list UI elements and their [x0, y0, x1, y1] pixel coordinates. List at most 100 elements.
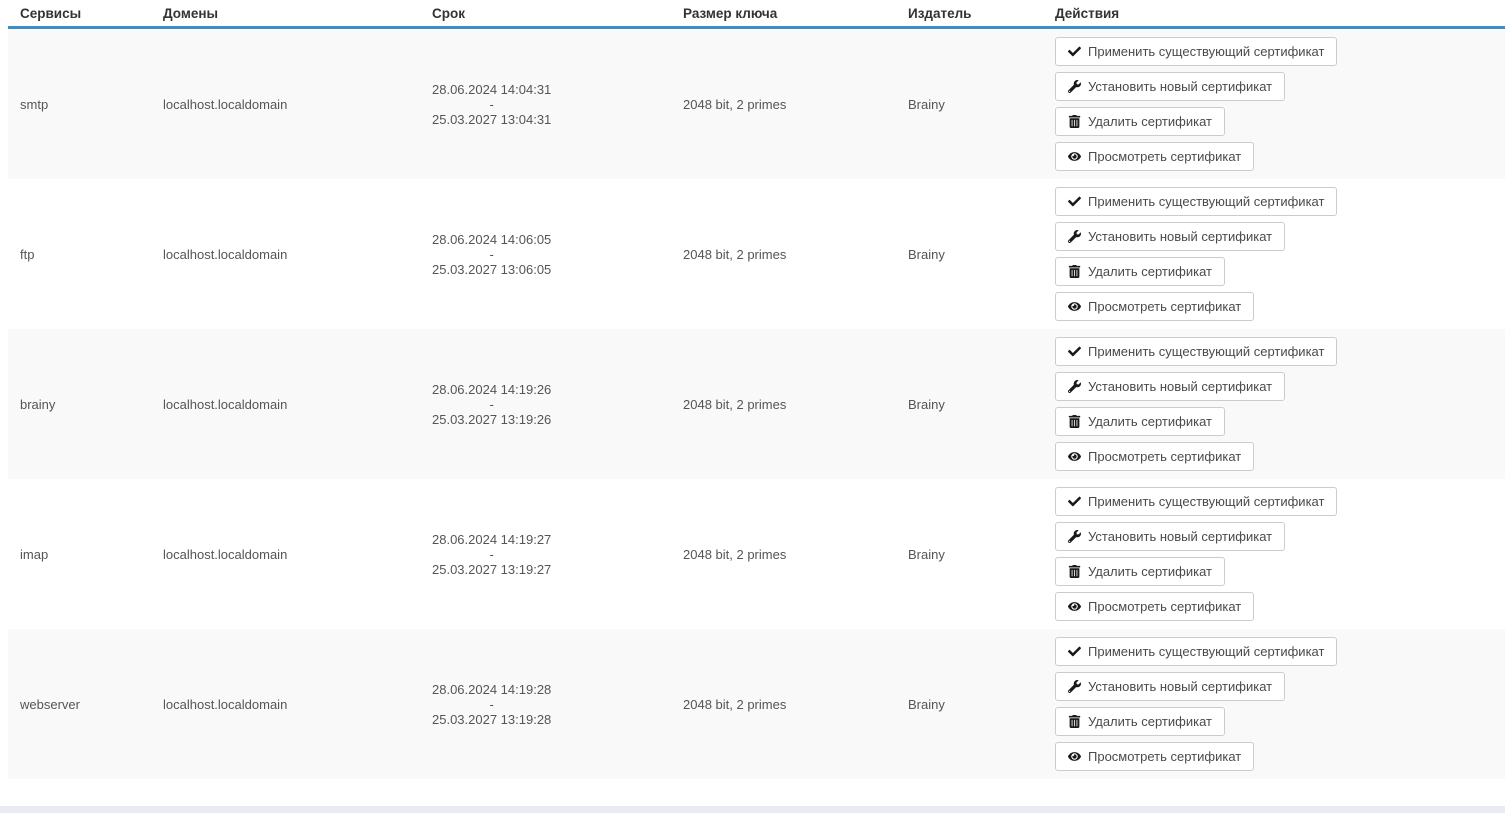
delete-cert-button[interactable]: Удалить сертификат	[1055, 107, 1225, 136]
wrench-icon	[1068, 80, 1081, 93]
trash-icon	[1068, 265, 1081, 278]
apply-existing-cert-button[interactable]: Применить существующий сертификат	[1055, 637, 1338, 666]
term-separator: -	[489, 96, 494, 112]
column-header-key-size: Размер ключа	[683, 5, 778, 21]
eye-icon	[1068, 300, 1081, 313]
trash-icon	[1068, 565, 1081, 578]
cell-key-size: 2048 bit, 2 primes	[683, 696, 787, 712]
column-header-issuer: Издатель	[908, 5, 972, 21]
install-new-cert-button[interactable]: Установить новый сертификат	[1055, 72, 1286, 101]
delete-cert-button[interactable]: Удалить сертификат	[1055, 557, 1225, 586]
valid-from-date: 28.06.2024 14:04:31	[432, 81, 552, 97]
trash-icon	[1068, 415, 1081, 428]
column-header-domains: Домены	[163, 5, 219, 21]
button-label: Применить существующий сертификат	[1088, 44, 1325, 59]
cell-key-size: 2048 bit, 2 primes	[683, 246, 787, 262]
trash-icon	[1068, 115, 1081, 128]
install-new-cert-button[interactable]: Установить новый сертификат	[1055, 222, 1286, 251]
cell-term: 28.06.2024 14:19:27 - 25.03.2027 13:19:2…	[420, 479, 671, 629]
button-label: Применить существующий сертификат	[1088, 344, 1325, 359]
cell-domain: localhost.localdomain	[163, 696, 288, 712]
column-header-actions: Действия	[1055, 5, 1120, 21]
trash-icon	[1068, 715, 1081, 728]
apply-existing-cert-button[interactable]: Применить существующий сертификат	[1055, 37, 1338, 66]
button-label: Установить новый сертификат	[1088, 679, 1273, 694]
cell-domain: localhost.localdomain	[163, 396, 288, 412]
cell-domain: localhost.localdomain	[163, 96, 288, 112]
eye-icon	[1068, 750, 1081, 763]
check-icon	[1068, 345, 1081, 358]
cell-domain: localhost.localdomain	[163, 246, 288, 262]
delete-cert-button[interactable]: Удалить сертификат	[1055, 257, 1225, 286]
install-new-cert-button[interactable]: Установить новый сертификат	[1055, 522, 1286, 551]
term-separator: -	[489, 246, 494, 262]
cell-service: ftp	[20, 246, 35, 262]
cell-key-size: 2048 bit, 2 primes	[683, 96, 787, 112]
button-label: Установить новый сертификат	[1088, 79, 1273, 94]
table-row: webserver localhost.localdomain 28.06.20…	[8, 629, 1505, 779]
term-separator: -	[489, 696, 494, 712]
term-separator: -	[489, 396, 494, 412]
horizontal-scrollbar-track[interactable]	[0, 806, 1505, 813]
wrench-icon	[1068, 680, 1081, 693]
view-cert-button[interactable]: Просмотреть сертификат	[1055, 592, 1255, 621]
view-cert-button[interactable]: Просмотреть сертификат	[1055, 742, 1255, 771]
cell-actions: Применить существующий сертификат Устано…	[1043, 329, 1505, 479]
button-label: Применить существующий сертификат	[1088, 194, 1325, 209]
valid-to-date: 25.03.2027 13:19:28	[432, 711, 552, 727]
view-cert-button[interactable]: Просмотреть сертификат	[1055, 442, 1255, 471]
cell-key-size: 2048 bit, 2 primes	[683, 546, 787, 562]
column-header-services: Сервисы	[20, 5, 82, 21]
wrench-icon	[1068, 230, 1081, 243]
view-cert-button[interactable]: Просмотреть сертификат	[1055, 142, 1255, 171]
cell-key-size: 2048 bit, 2 primes	[683, 396, 787, 412]
cell-service: imap	[20, 546, 49, 562]
check-icon	[1068, 645, 1081, 658]
button-label: Просмотреть сертификат	[1088, 599, 1242, 614]
wrench-icon	[1068, 530, 1081, 543]
cell-term: 28.06.2024 14:04:31 - 25.03.2027 13:04:3…	[420, 29, 671, 179]
button-label: Удалить сертификат	[1088, 114, 1212, 129]
check-icon	[1068, 195, 1081, 208]
check-icon	[1068, 45, 1081, 58]
cell-service: smtp	[20, 96, 49, 112]
delete-cert-button[interactable]: Удалить сертификат	[1055, 707, 1225, 736]
cell-service: brainy	[20, 396, 56, 412]
valid-to-date: 25.03.2027 13:06:05	[432, 261, 552, 277]
certificates-table: Сервисы Домены Срок Размер ключа Издател…	[8, 0, 1505, 779]
column-header-term: Срок	[432, 5, 465, 21]
table-header: Сервисы Домены Срок Размер ключа Издател…	[8, 0, 1505, 29]
table-row: brainy localhost.localdomain 28.06.2024 …	[8, 329, 1505, 479]
apply-existing-cert-button[interactable]: Применить существующий сертификат	[1055, 337, 1338, 366]
cell-issuer: Brainy	[908, 246, 945, 262]
valid-to-date: 25.03.2027 13:04:31	[432, 111, 552, 127]
valid-to-date: 25.03.2027 13:19:26	[432, 411, 552, 427]
valid-from-date: 28.06.2024 14:06:05	[432, 231, 552, 247]
cell-term: 28.06.2024 14:19:26 - 25.03.2027 13:19:2…	[420, 329, 671, 479]
view-cert-button[interactable]: Просмотреть сертификат	[1055, 292, 1255, 321]
install-new-cert-button[interactable]: Установить новый сертификат	[1055, 672, 1286, 701]
button-label: Применить существующий сертификат	[1088, 494, 1325, 509]
check-icon	[1068, 495, 1081, 508]
button-label: Просмотреть сертификат	[1088, 149, 1242, 164]
button-label: Установить новый сертификат	[1088, 379, 1273, 394]
apply-existing-cert-button[interactable]: Применить существующий сертификат	[1055, 187, 1338, 216]
delete-cert-button[interactable]: Удалить сертификат	[1055, 407, 1225, 436]
table-row: imap localhost.localdomain 28.06.2024 14…	[8, 479, 1505, 629]
install-new-cert-button[interactable]: Установить новый сертификат	[1055, 372, 1286, 401]
button-label: Установить новый сертификат	[1088, 529, 1273, 544]
button-label: Просмотреть сертификат	[1088, 449, 1242, 464]
valid-from-date: 28.06.2024 14:19:26	[432, 381, 552, 397]
term-separator: -	[489, 546, 494, 562]
cell-issuer: Brainy	[908, 546, 945, 562]
cell-actions: Применить существующий сертификат Устано…	[1043, 629, 1505, 779]
eye-icon	[1068, 150, 1081, 163]
cell-domain: localhost.localdomain	[163, 546, 288, 562]
apply-existing-cert-button[interactable]: Применить существующий сертификат	[1055, 487, 1338, 516]
button-label: Удалить сертификат	[1088, 414, 1212, 429]
cell-service: webserver	[20, 696, 80, 712]
cell-issuer: Brainy	[908, 96, 945, 112]
valid-from-date: 28.06.2024 14:19:28	[432, 681, 552, 697]
table-row: ftp localhost.localdomain 28.06.2024 14:…	[8, 179, 1505, 329]
button-label: Просмотреть сертификат	[1088, 749, 1242, 764]
